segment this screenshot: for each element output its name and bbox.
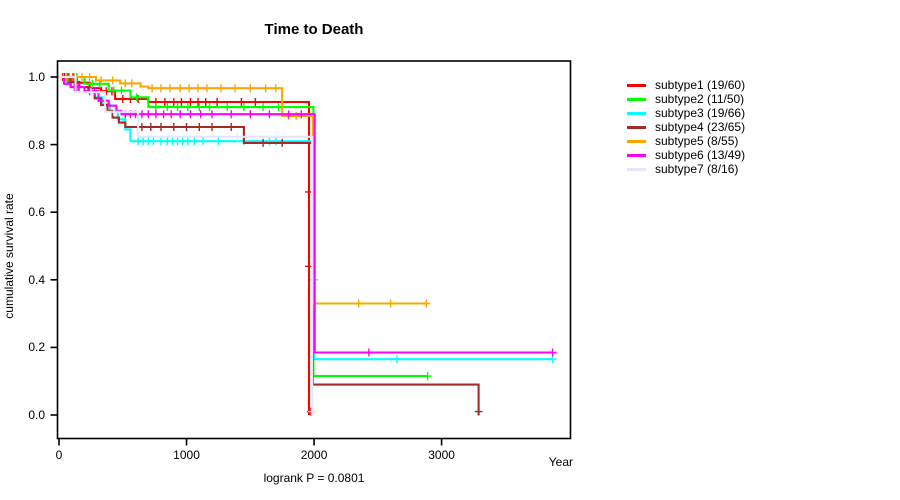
legend-swatch-subtype2 bbox=[627, 97, 646, 101]
legend: subtype1 (19/60) subtype2 (11/50) subtype3… bbox=[627, 78, 745, 176]
legend-item: subtype5 (8/55) bbox=[627, 134, 745, 148]
survival-curve-subtype3 bbox=[59, 75, 553, 361]
x-tick-label: 1000 bbox=[173, 448, 200, 462]
x-tick-label: 3000 bbox=[428, 448, 455, 462]
legend-item: subtype4 (23/65) bbox=[627, 120, 745, 134]
legend-swatch-subtype3 bbox=[627, 111, 646, 115]
legend-swatch-subtype1 bbox=[627, 83, 646, 87]
censor-marks-subtype7 bbox=[86, 88, 317, 416]
legend-label: subtype2 (11/50) bbox=[655, 92, 745, 106]
legend-item: subtype1 (19/60) bbox=[627, 78, 745, 92]
legend-swatch-subtype4 bbox=[627, 125, 646, 129]
legend-swatch-subtype5 bbox=[627, 139, 646, 143]
y-tick-label: 0.2 bbox=[28, 340, 45, 355]
logrank-annotation: logrank P = 0.0801 bbox=[263, 471, 365, 485]
survival-curve-subtype6 bbox=[59, 75, 553, 354]
chart-title: Time to Death bbox=[264, 21, 364, 38]
censor-marks-subtype4 bbox=[60, 73, 483, 416]
legend-swatch-subtype6 bbox=[627, 153, 646, 157]
survival-curve-subtype2 bbox=[59, 75, 428, 378]
x-axis-label: Year bbox=[548, 455, 573, 469]
x-tick-label: 0 bbox=[55, 448, 63, 462]
y-tick-label: 0.8 bbox=[28, 137, 45, 152]
legend-item: subtype6 (13/49) bbox=[627, 148, 745, 162]
y-tick-label: 0.6 bbox=[28, 205, 45, 220]
legend-item: subtype3 (19/66) bbox=[627, 106, 745, 120]
legend-label: subtype5 (8/55) bbox=[655, 134, 739, 148]
survival-curve-subtype4 bbox=[59, 75, 480, 415]
legend-item: subtype7 (8/16) bbox=[627, 162, 745, 176]
legend-label: subtype1 (19/60) bbox=[655, 78, 746, 92]
survival-curve-subtype7 bbox=[59, 75, 314, 415]
y-tick-label: 1.0 bbox=[28, 70, 45, 84]
y-tick-label: 0.0 bbox=[28, 408, 45, 422]
x-tick-label: 2000 bbox=[300, 448, 328, 462]
legend-label: subtype3 (19/66) bbox=[655, 106, 746, 120]
legend-label: subtype6 (13/49) bbox=[655, 148, 746, 162]
y-tick-label: 0.4 bbox=[28, 272, 45, 287]
legend-item: subtype2 (11/50) bbox=[627, 92, 745, 106]
legend-label: subtype4 (23/65) bbox=[655, 120, 746, 134]
legend-swatch-subtype7 bbox=[627, 167, 646, 171]
censor-marks-subtype5 bbox=[62, 73, 431, 308]
legend-label: subtype7 (8/16) bbox=[655, 162, 739, 176]
